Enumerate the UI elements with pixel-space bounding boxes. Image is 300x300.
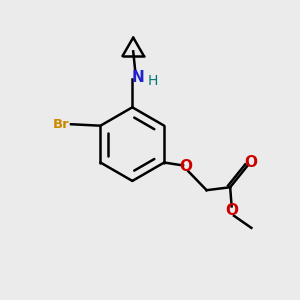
Text: Br: Br — [53, 118, 70, 131]
Text: N: N — [131, 70, 144, 86]
Text: O: O — [179, 158, 192, 173]
Text: O: O — [225, 203, 238, 218]
Text: O: O — [244, 155, 257, 170]
Text: H: H — [148, 74, 158, 88]
